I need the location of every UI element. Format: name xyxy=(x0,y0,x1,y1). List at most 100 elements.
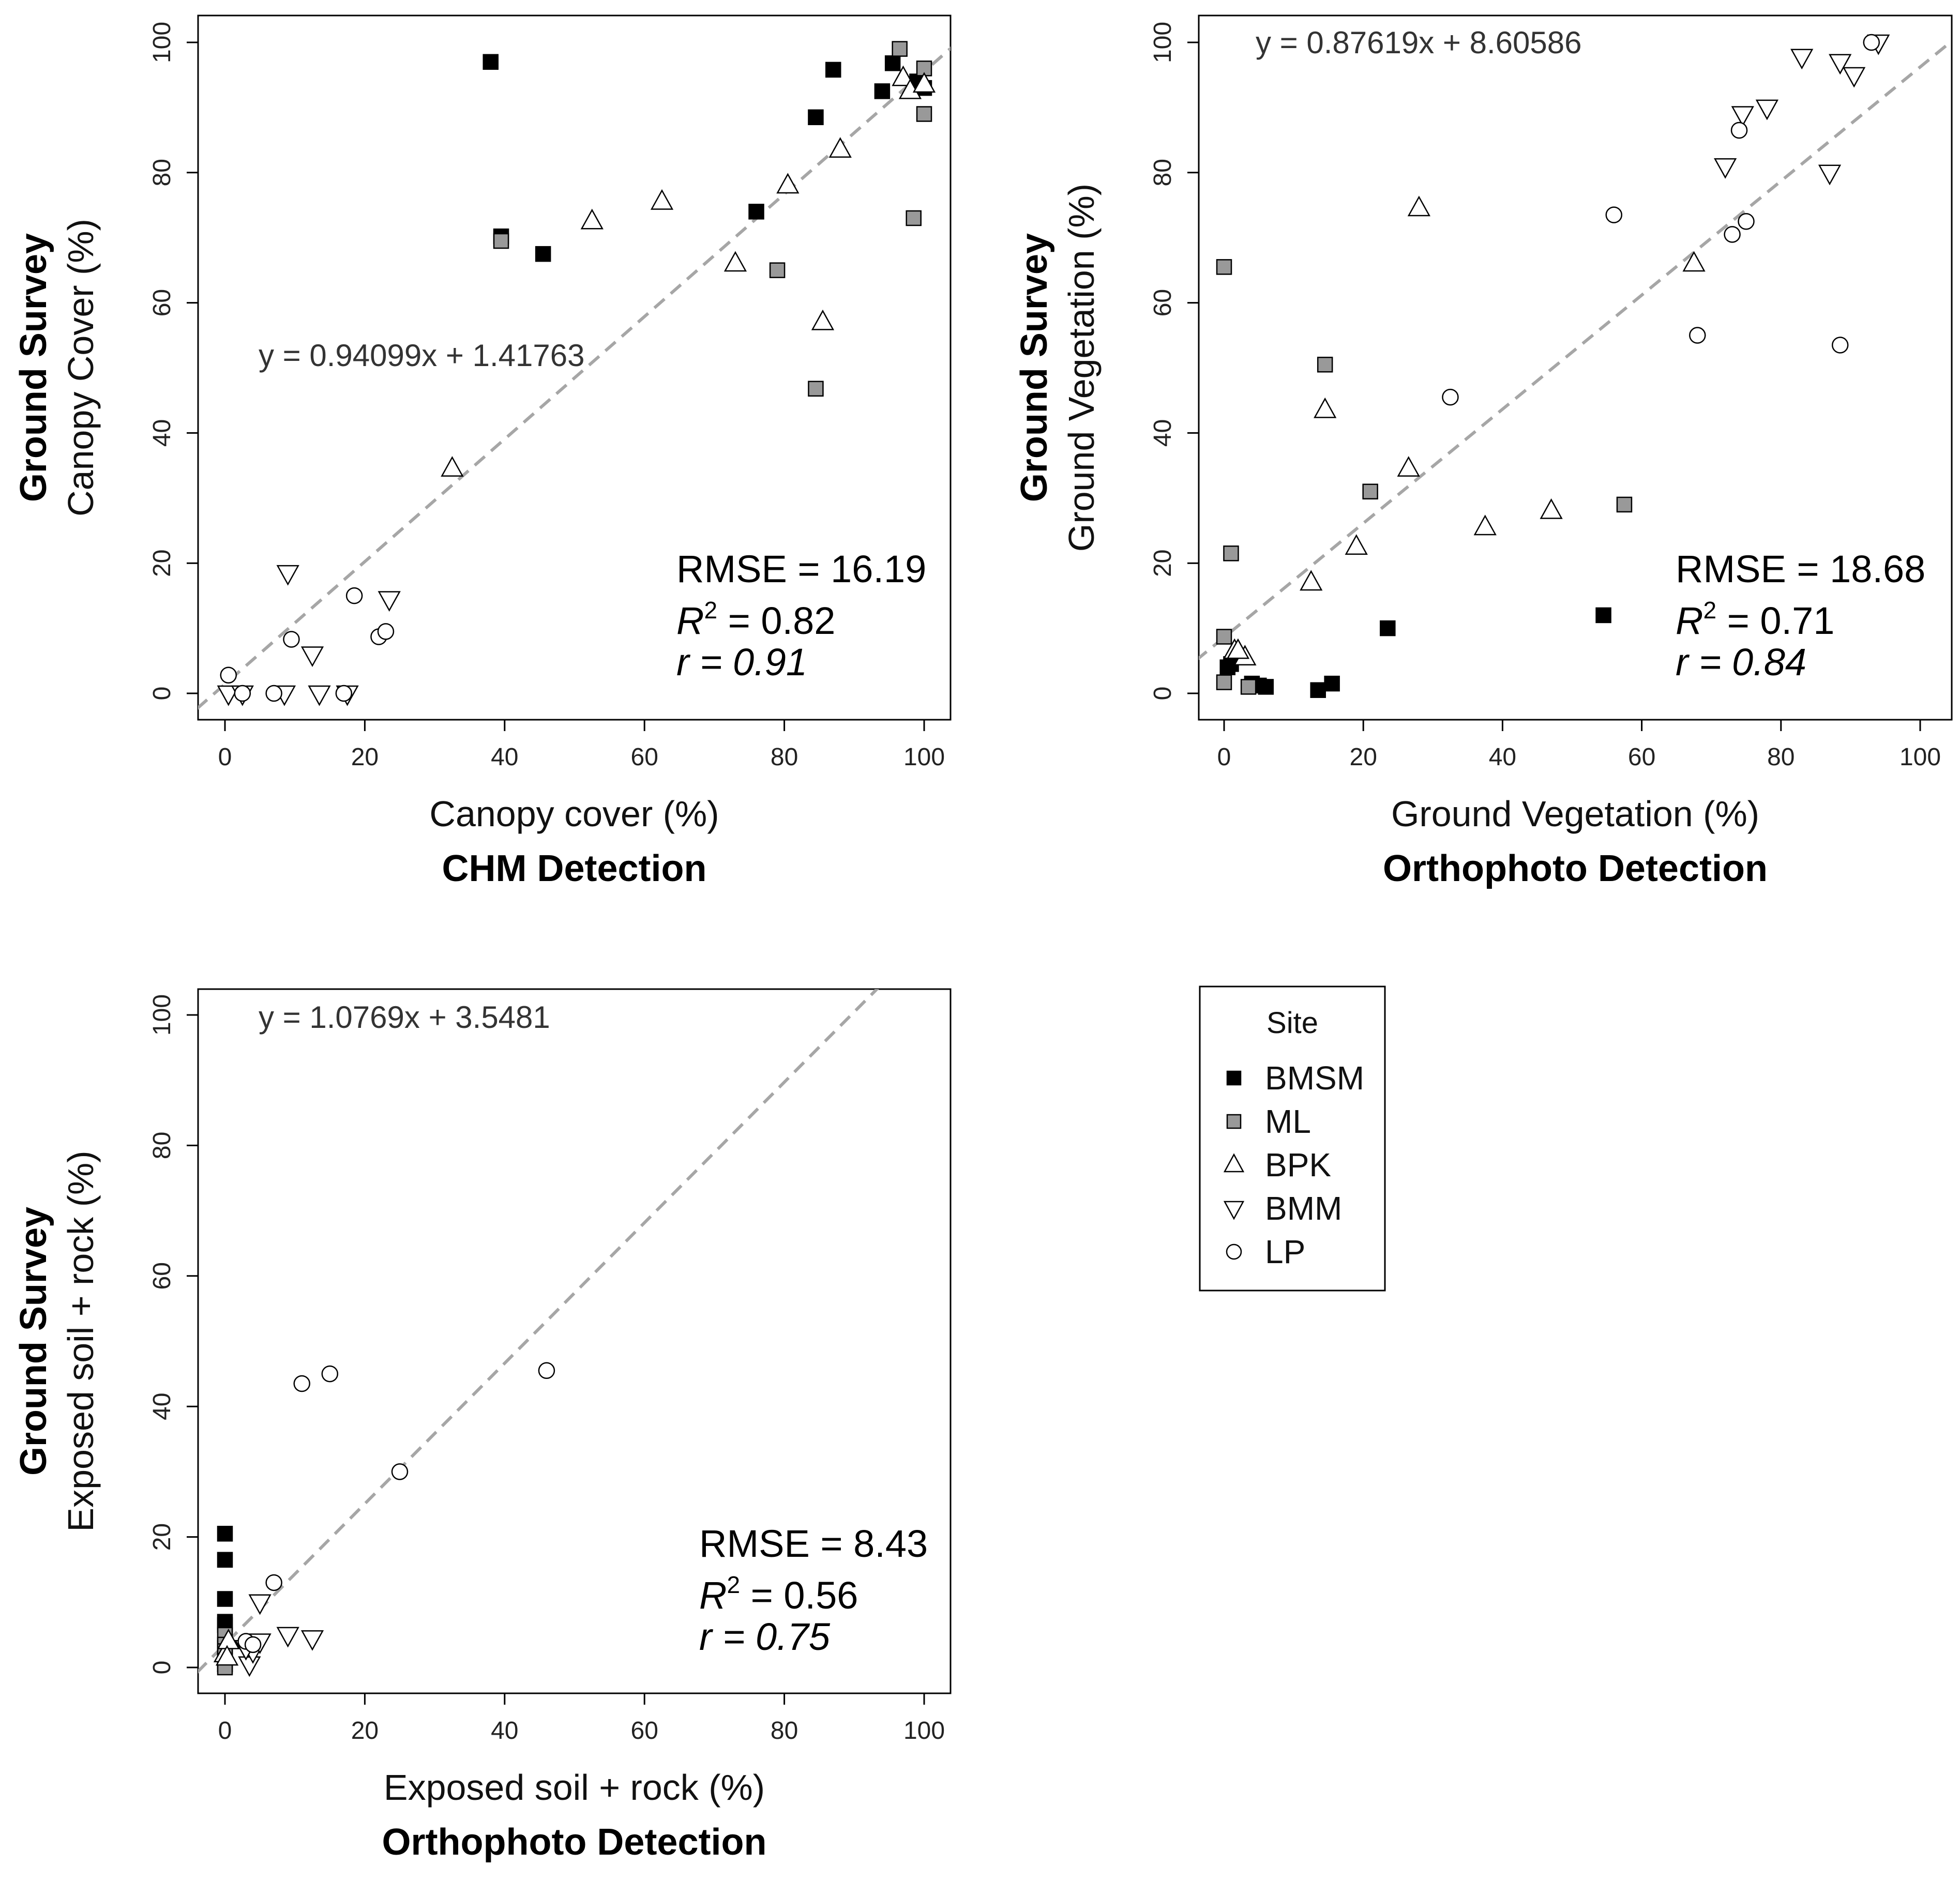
point-bmsm xyxy=(535,246,551,262)
x-tick-label: 100 xyxy=(903,744,945,771)
x-tick-label: 40 xyxy=(1489,744,1516,771)
point-ml xyxy=(1317,356,1333,373)
point-bpk xyxy=(912,72,936,93)
series-bpk xyxy=(441,65,936,477)
point-lp xyxy=(220,666,237,684)
point-bmsm xyxy=(808,109,824,126)
x-tick-label: 100 xyxy=(1899,744,1941,771)
legend-item-bmsm: BMSM xyxy=(1226,1059,1364,1097)
y-tick-label: 60 xyxy=(148,289,176,316)
legend-items: BMSM ML BPK BMM LP xyxy=(1223,1059,1364,1270)
point-bmsm xyxy=(217,1526,233,1542)
legend-label: ML xyxy=(1265,1103,1311,1140)
x-tick-label: 20 xyxy=(1350,744,1377,771)
regression-line xyxy=(198,46,951,710)
y-tick-label: 40 xyxy=(148,419,176,447)
point-bmm xyxy=(378,591,401,612)
series-bmsm xyxy=(1219,607,1611,698)
point-lp xyxy=(538,1362,555,1379)
point-lp xyxy=(1605,206,1623,223)
y-axis-title-bold: Ground Survey xyxy=(1014,233,1055,502)
point-bpk xyxy=(811,309,835,330)
y-axis-label: Canopy Cover (%) xyxy=(61,219,101,517)
legend-label: BPK xyxy=(1265,1146,1331,1184)
point-lp xyxy=(283,631,300,648)
panel-ground-vegetation: 0 20 40 60 80 100 0 20 40 60 80 100 y = 0.87619x + 8… xyxy=(1014,14,1953,889)
point-bmsm xyxy=(825,62,841,78)
point-lp xyxy=(345,587,363,604)
x-axis-label: Exposed soil + rock (%) xyxy=(384,1767,765,1808)
y-tick-label: 80 xyxy=(148,1132,176,1159)
point-bpk xyxy=(650,189,674,210)
y-axis-title-bold: Ground Survey xyxy=(13,233,54,502)
point-bpk xyxy=(441,456,464,477)
y-tick-label: 20 xyxy=(1149,550,1177,577)
point-bpk xyxy=(1397,456,1420,477)
point-bmsm xyxy=(874,83,891,99)
point-bmsm xyxy=(483,54,499,70)
point-bmsm xyxy=(1258,679,1274,695)
x-axis-title-bold: CHM Detection xyxy=(442,848,706,889)
y-axis-title-bold: Ground Survey xyxy=(13,1207,54,1476)
x-axis-title-bold: Orthophoto Detection xyxy=(382,1822,767,1863)
series-bmsm xyxy=(483,54,932,262)
point-bmm xyxy=(300,646,324,668)
point-bmm xyxy=(238,1656,261,1677)
point-bmm xyxy=(276,1627,299,1648)
point-lp xyxy=(335,685,353,702)
point-ml xyxy=(1362,483,1378,499)
series-bpk xyxy=(213,1628,240,1666)
series-bpk xyxy=(1223,195,1706,666)
plot-frame xyxy=(1198,14,1953,721)
y-tick-label: 20 xyxy=(148,550,176,577)
point-lp xyxy=(1863,34,1880,51)
point-ml xyxy=(906,210,922,226)
x-tick-label: 80 xyxy=(771,1717,798,1745)
point-bmsm xyxy=(1595,607,1611,624)
x-tick-label: 60 xyxy=(631,744,658,771)
point-lp xyxy=(1730,122,1748,139)
y-tick-label: 0 xyxy=(148,1661,176,1675)
y-tick-label: 40 xyxy=(1149,419,1177,447)
series-lp xyxy=(220,587,395,702)
r-label: r = 0.84 xyxy=(1676,641,1806,684)
y-axis-label: Ground Vegetation (%) xyxy=(1061,184,1102,552)
rmse-label: RMSE = 18.68 xyxy=(1676,548,1925,590)
point-lp xyxy=(265,1574,282,1591)
point-bmsm xyxy=(1380,620,1396,636)
point-ml xyxy=(1216,259,1232,275)
point-ml xyxy=(892,41,908,57)
x-tick-label: 20 xyxy=(351,744,379,771)
point-bmm xyxy=(1829,54,1852,75)
point-bmsm xyxy=(884,55,901,71)
r-label: r = 0.75 xyxy=(699,1615,831,1658)
point-ml xyxy=(1216,629,1232,645)
legend: Site BMSM ML BPK BMM LP xyxy=(1199,985,1386,1292)
point-bmsm xyxy=(217,1552,233,1568)
legend-item-ml: ML xyxy=(1226,1103,1311,1140)
rmse-label: RMSE = 8.43 xyxy=(699,1522,928,1565)
point-ml xyxy=(493,233,509,249)
point-ml xyxy=(1616,496,1633,513)
r-label: r = 0.91 xyxy=(676,641,807,684)
y-tick-label: 100 xyxy=(148,22,176,63)
point-ml xyxy=(1216,674,1232,690)
y-tick-label: 100 xyxy=(148,994,176,1036)
y-tick-label: 0 xyxy=(148,687,176,701)
point-lp xyxy=(293,1375,310,1392)
point-ml xyxy=(1240,679,1257,695)
legend-label: BMM xyxy=(1265,1190,1342,1227)
point-lp xyxy=(1724,226,1741,243)
y-tick-label: 60 xyxy=(148,1262,176,1290)
point-bmsm xyxy=(217,1591,233,1607)
panel-exposed-soil-rock: 0 20 40 60 80 100 0 20 40 60 80 100 y = 1.0769x + 3.… xyxy=(13,988,952,1863)
point-bmsm xyxy=(748,204,764,220)
y-axis-label: Exposed soil + rock (%) xyxy=(61,1150,101,1531)
x-tick-label: 40 xyxy=(491,744,518,771)
x-axis-label: Canopy cover (%) xyxy=(429,794,719,834)
point-bpk xyxy=(1226,638,1250,659)
x-tick-label: 80 xyxy=(771,744,798,771)
point-bmm xyxy=(1731,106,1754,127)
regression-equation: y = 1.0769x + 3.5481 xyxy=(259,1000,550,1035)
